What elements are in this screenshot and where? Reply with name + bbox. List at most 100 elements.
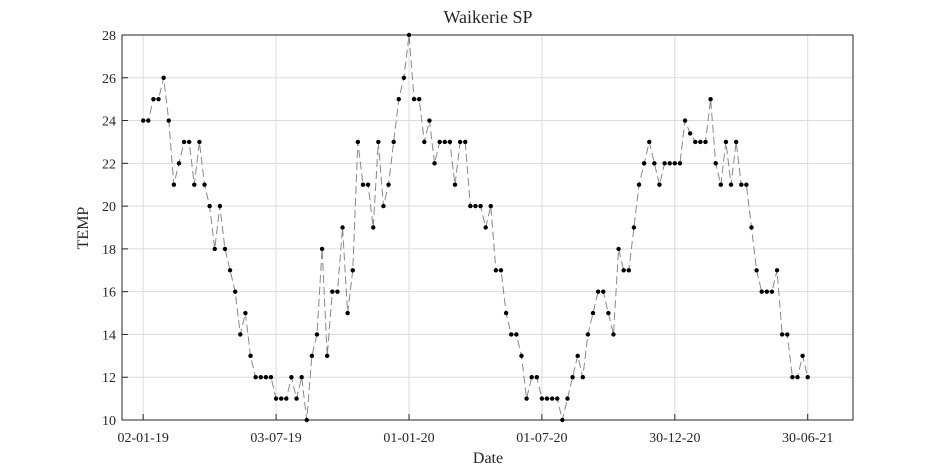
data-point — [488, 203, 493, 209]
x-tick-label: 01-07-20 — [516, 431, 567, 446]
data-point — [345, 310, 350, 316]
data-point — [790, 375, 795, 380]
data-point — [677, 161, 683, 166]
data-point — [555, 396, 560, 401]
y-tick-label: 16 — [102, 286, 116, 301]
y-tick-label: 12 — [102, 371, 116, 386]
y-tick-label: 14 — [102, 328, 116, 343]
y-axis-label: TEMP — [75, 207, 92, 250]
data-point — [509, 332, 514, 337]
data-point — [657, 182, 662, 187]
data-point — [411, 96, 417, 102]
data-point — [662, 161, 667, 166]
data-point — [263, 375, 269, 380]
data-point — [759, 289, 764, 294]
data-point — [544, 396, 550, 401]
data-point — [319, 246, 325, 252]
data-point — [197, 139, 202, 145]
data-point — [749, 225, 754, 230]
data-point — [437, 139, 442, 145]
data-point — [432, 161, 437, 166]
data-point — [396, 96, 401, 102]
y-tick-label: 18 — [102, 243, 116, 258]
data-point — [800, 353, 805, 359]
data-point — [468, 203, 473, 209]
y-tick-label: 20 — [102, 200, 116, 215]
y-tick-label: 24 — [102, 115, 116, 130]
data-point — [524, 396, 529, 401]
y-tick-label: 10 — [102, 414, 116, 429]
data-point — [442, 139, 447, 145]
data-point — [156, 96, 161, 102]
data-point — [764, 289, 770, 294]
chart-title: Waikerie SP — [443, 7, 532, 27]
data-point — [626, 268, 632, 273]
data-point — [606, 310, 611, 316]
data-point — [376, 139, 381, 145]
data-point — [601, 289, 606, 294]
data-point — [514, 332, 519, 337]
data-point — [493, 268, 499, 273]
data-point — [238, 332, 243, 337]
data-point — [232, 289, 238, 294]
data-point — [212, 246, 217, 252]
data-point — [728, 182, 734, 187]
data-point — [222, 246, 228, 252]
data-point — [258, 375, 263, 380]
data-point — [708, 96, 713, 102]
y-tick-label: 22 — [102, 157, 116, 172]
data-point — [565, 396, 570, 401]
data-point — [570, 375, 575, 380]
data-point — [192, 182, 197, 187]
data-point — [268, 375, 274, 380]
data-point — [294, 396, 299, 401]
data-point — [503, 310, 509, 316]
data-point — [457, 139, 463, 145]
data-point — [785, 332, 790, 337]
x-tick-label: 30-06-21 — [782, 431, 833, 446]
data-point — [636, 182, 642, 187]
data-point — [166, 118, 171, 123]
data-point — [682, 118, 688, 123]
data-point — [631, 225, 637, 230]
data-point — [386, 182, 391, 187]
data-point — [703, 139, 708, 145]
data-point — [391, 139, 396, 145]
data-point — [335, 289, 340, 294]
data-point — [779, 332, 785, 337]
data-point — [590, 310, 596, 316]
data-point — [273, 396, 279, 401]
data-point — [309, 353, 315, 359]
data-point — [560, 417, 565, 423]
data-point — [146, 118, 151, 123]
x-tick-label: 02-01-19 — [118, 431, 169, 446]
data-point — [227, 268, 233, 273]
data-point — [427, 118, 432, 123]
data-point — [641, 161, 647, 166]
data-point — [140, 118, 146, 123]
data-point — [473, 203, 478, 209]
data-point — [595, 289, 601, 294]
data-point — [452, 182, 458, 187]
data-point — [186, 139, 192, 145]
data-point — [365, 182, 371, 187]
x-tick-label: 03-07-19 — [250, 431, 301, 446]
data-point — [805, 375, 810, 380]
data-point — [713, 161, 718, 166]
data-point — [248, 353, 253, 359]
data-point — [171, 182, 177, 187]
data-point — [698, 139, 703, 145]
data-point — [744, 182, 749, 187]
data-point — [754, 268, 759, 273]
data-point — [585, 332, 591, 337]
data-point — [647, 139, 652, 145]
data-point — [330, 289, 335, 294]
data-point — [795, 375, 800, 380]
data-point — [672, 161, 678, 166]
data-point — [739, 182, 744, 187]
data-point — [202, 182, 207, 187]
x-tick-label: 01-01-20 — [383, 431, 434, 446]
x-tick-label: 30-12-20 — [649, 431, 700, 446]
